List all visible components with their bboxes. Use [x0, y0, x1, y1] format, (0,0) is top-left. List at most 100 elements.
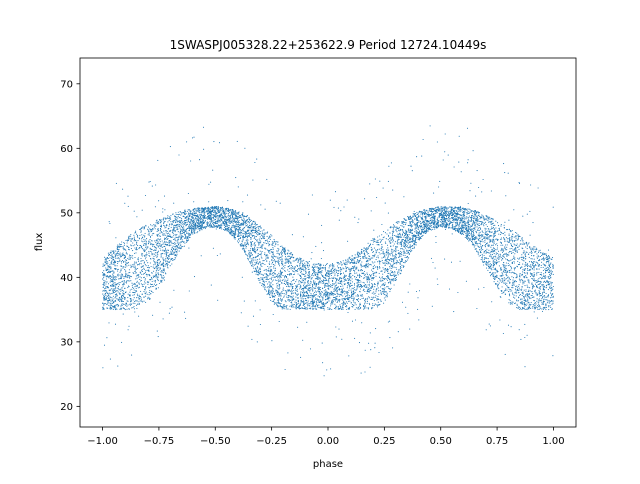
data-point: [514, 244, 516, 246]
data-point: [213, 214, 215, 216]
data-point: [537, 263, 539, 265]
data-point: [258, 233, 261, 236]
data-point: [523, 297, 525, 299]
data-point: [311, 252, 313, 254]
data-point: [364, 285, 366, 287]
data-point: [362, 257, 364, 259]
data-point: [132, 294, 134, 296]
data-point: [102, 263, 104, 265]
data-point: [405, 236, 408, 238]
data-point: [342, 299, 344, 301]
data-point: [520, 289, 522, 291]
data-point: [141, 269, 143, 271]
data-point: [302, 265, 304, 267]
data-point: [155, 222, 157, 224]
data-point: [524, 254, 526, 256]
data-point: [489, 263, 491, 265]
data-point: [112, 288, 114, 290]
data-point: [128, 269, 130, 271]
data-point: [193, 210, 195, 212]
data-point: [478, 222, 480, 225]
data-point: [127, 237, 130, 239]
data-point: [526, 308, 528, 310]
data-point: [219, 253, 221, 255]
data-point: [173, 251, 175, 253]
data-point: [532, 286, 534, 288]
data-point: [234, 232, 236, 234]
data-point: [552, 263, 554, 265]
data-point: [112, 277, 114, 279]
data-point: [160, 256, 162, 258]
data-point: [371, 292, 373, 294]
data-point: [328, 274, 330, 276]
data-point: [496, 275, 498, 277]
data-point: [490, 190, 492, 192]
data-point: [430, 229, 432, 231]
data-point: [347, 266, 349, 268]
data-point: [244, 230, 246, 232]
data-point: [113, 271, 115, 273]
data-point: [378, 304, 380, 306]
data-point: [497, 255, 499, 257]
data-point: [156, 253, 158, 255]
data-point: [501, 273, 504, 275]
data-point: [133, 294, 135, 296]
data-point: [271, 280, 273, 282]
data-point: [243, 218, 245, 220]
data-point: [241, 235, 244, 237]
data-point: [153, 226, 155, 228]
data-point: [153, 260, 155, 262]
data-point: [134, 256, 136, 259]
data-point: [147, 274, 149, 276]
data-point: [123, 290, 125, 292]
data-point: [289, 261, 291, 263]
data-point: [126, 265, 128, 267]
data-point: [422, 227, 424, 229]
data-point: [524, 306, 526, 308]
data-point: [390, 283, 392, 285]
data-point: [266, 276, 268, 278]
data-point: [149, 231, 151, 233]
data-point: [533, 261, 535, 263]
data-point: [344, 302, 346, 304]
data-point: [275, 243, 277, 245]
data-point: [545, 256, 548, 258]
data-point: [349, 306, 351, 308]
data-point: [191, 217, 193, 219]
data-point: [199, 230, 201, 232]
data-point: [154, 262, 156, 264]
data-point: [126, 245, 128, 247]
data-point: [145, 291, 147, 293]
data-point: [384, 287, 386, 289]
data-point: [469, 227, 471, 229]
data-point: [536, 256, 538, 258]
data-point: [237, 221, 239, 224]
data-point: [439, 216, 441, 218]
data-point: [265, 268, 267, 270]
data-point: [302, 280, 305, 282]
data-point: [130, 264, 132, 266]
data-point: [317, 278, 319, 280]
data-point: [216, 254, 218, 257]
data-point: [356, 262, 358, 265]
data-point: [462, 210, 465, 213]
data-point: [202, 219, 204, 221]
data-point: [514, 248, 516, 250]
data-point: [162, 265, 165, 267]
data-point: [280, 250, 283, 252]
data-point: [536, 262, 538, 264]
data-point: [531, 283, 533, 285]
data-point: [319, 298, 321, 301]
data-point: [418, 230, 421, 232]
data-point: [302, 273, 304, 275]
data-point: [464, 209, 466, 211]
data-point: [335, 284, 337, 286]
data-point: [512, 279, 514, 281]
data-point: [543, 286, 545, 288]
data-point: [397, 274, 399, 276]
data-point: [392, 258, 394, 260]
data-point: [272, 244, 274, 247]
data-point: [224, 223, 226, 225]
data-point: [104, 264, 106, 266]
